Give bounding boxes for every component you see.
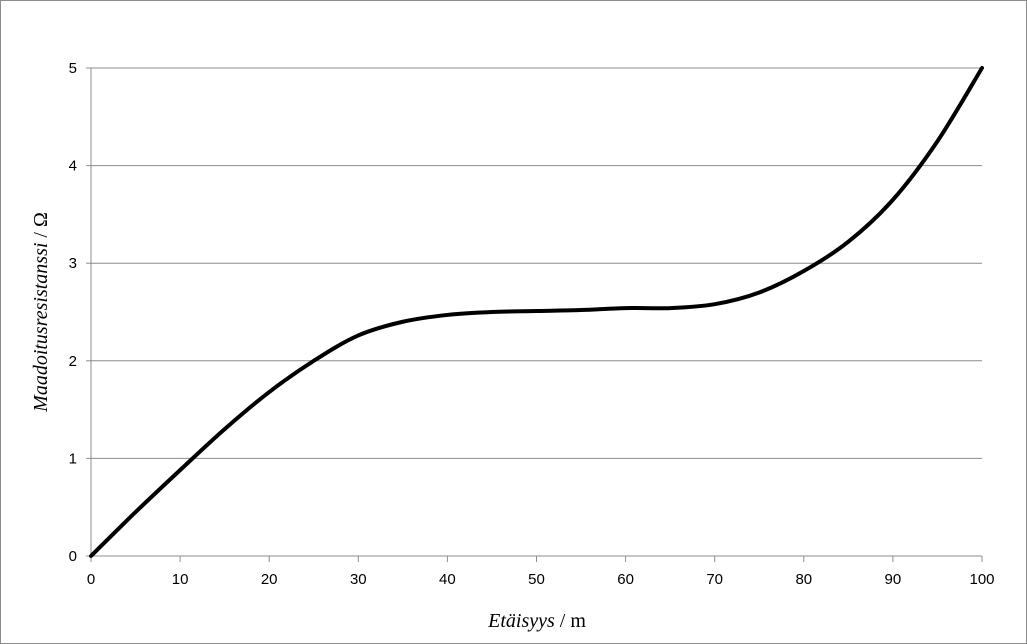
x-axis-unit: / m: [555, 610, 587, 632]
x-tick-label: 40: [439, 571, 456, 588]
series-line-0: [89, 66, 984, 558]
x-tick-label: 60: [617, 571, 634, 588]
series-group: [89, 66, 984, 558]
x-tick-label: 0: [87, 571, 95, 588]
x-tick-label: 50: [528, 571, 545, 588]
y-tick-label: 0: [69, 548, 77, 565]
y-tick-label: 5: [69, 60, 77, 77]
y-axis-unit: / Ω: [30, 212, 52, 242]
x-tick-labels: 0 10 20 30 40 50 60 70 80 90 100: [87, 571, 995, 588]
x-tick-label: 20: [261, 571, 278, 588]
y-axis-variable: Maadoitusresistanssi: [30, 243, 52, 413]
axes: [86, 67, 983, 562]
x-tick-label: 70: [706, 571, 723, 588]
x-axis-title: Etäisyys / m: [487, 610, 586, 632]
x-axis-variable: Etäisyys: [487, 610, 555, 632]
x-tick-label: 90: [885, 571, 902, 588]
x-tick-label: 80: [795, 571, 812, 588]
y-axis-title: Maadoitusresistanssi / Ω: [30, 212, 52, 413]
x-tick-label: 10: [172, 571, 189, 588]
y-tick-label: 2: [69, 353, 77, 370]
y-tick-label: 1: [69, 450, 77, 467]
x-tick-label: 30: [350, 571, 367, 588]
y-tick-label: 4: [69, 158, 77, 175]
y-tick-label: 3: [69, 255, 77, 272]
y-tick-labels: 0 1 2 3 4 5: [69, 60, 77, 565]
x-tick-label: 100: [969, 571, 994, 588]
gridlines: [91, 67, 982, 459]
